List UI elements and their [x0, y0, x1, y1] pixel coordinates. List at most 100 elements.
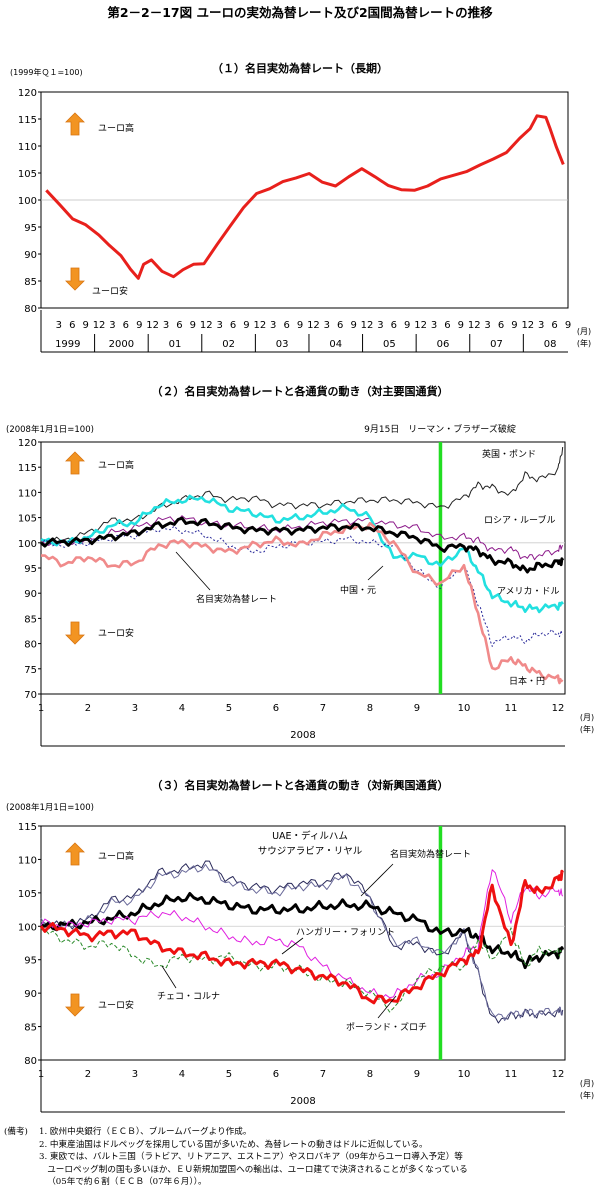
panel1-title: （１）名目実効為替レート（長期）: [212, 61, 388, 75]
panel2-down-label: ユーロ安: [98, 627, 134, 639]
panel3-y-tick-label: 90: [24, 989, 37, 1000]
panel3-x-tick-label: 6: [273, 1069, 279, 1080]
note-row: (備考) 1. 欧州中央銀行（ＥＣＢ）、ブルームバーグより作成。: [4, 1126, 596, 1139]
panel2-y-tick-label: 75: [24, 665, 37, 676]
panel3-up-arrow-shape: [65, 842, 85, 866]
note-text: （05年で約６割（ＥＣＢ（07年６月））。: [39, 1177, 207, 1187]
panel1-x-tick-label: 12: [468, 320, 481, 331]
panel2-y-tick-label: 95: [24, 564, 37, 575]
panel3-x-tick-label: 2: [85, 1069, 91, 1080]
panel3-series-label: UAE・ディルハム: [272, 830, 348, 842]
panel1-x-tick-label: 12: [521, 320, 534, 331]
panel3-x-tick-label: 12: [552, 1069, 565, 1080]
panel1-x-tick-label: 3: [109, 320, 115, 331]
panel1-unit-note: (1999年Ｑ１=100): [10, 67, 83, 77]
panel3-down-label: ユーロ安: [98, 999, 134, 1011]
panel1-y-tick-label: 105: [18, 169, 37, 180]
panel3-y-tick-label: 85: [24, 1023, 37, 1034]
panel1-y-tick-label: 115: [18, 115, 37, 126]
panel1-x-tick-label: 3: [56, 320, 62, 331]
panel2-x-tick-label: 7: [320, 703, 326, 714]
panel2-series-line: [40, 494, 564, 614]
panel2-series-line: [40, 446, 564, 545]
panel2-year-unit: (年): [580, 724, 594, 734]
panel3-y-tick-label: 105: [18, 889, 37, 900]
panel1-x-tick-label: 6: [176, 320, 182, 331]
panel3-label-leader: [161, 965, 177, 989]
panel1-x-tick-label: 3: [431, 320, 437, 331]
panel1-x-tick-label: 6: [230, 320, 236, 331]
panel3-x-tick-label: 5: [226, 1069, 232, 1080]
panel2-x-tick-label: 4: [179, 703, 185, 714]
panel3-x-tick-label: 9: [414, 1069, 420, 1080]
panel1-x-tick-label: 3: [324, 320, 330, 331]
notes: (備考) 1. 欧州中央銀行（ＥＣＢ）、ブルームバーグより作成。 2. 中東産油国…: [4, 1126, 596, 1189]
panel3-x-tick-label: 3: [132, 1069, 138, 1080]
panel3-unit-note: (2008年1月1日=100): [6, 802, 94, 813]
figure-title: 第2－2－17図 ユーロの実効為替レート及び2国間為替レートの推移: [107, 5, 493, 20]
panel1-down-arrow: [65, 267, 85, 291]
panel3-y-tick-label: 95: [24, 956, 37, 967]
note-row: 3. 東欧では、バルト三国（ラトビア、リトアニア、エストニア）やスロバキア（09…: [4, 1151, 596, 1164]
panel1-year-label: 03: [276, 339, 289, 350]
panel1-x-tick-label: 12: [93, 320, 106, 331]
panel2-y-tick-label: 100: [18, 539, 37, 550]
panel1-x-tick-label: 3: [270, 320, 276, 331]
panel3-y-tick-label: 80: [24, 1056, 37, 1067]
panel2-x-tick-label: 6: [273, 703, 279, 714]
panel2-down-arrow: [65, 621, 85, 645]
panel1-year-label: 04: [329, 339, 342, 350]
panel1-year-label: 07: [490, 339, 503, 350]
panel1-month-unit: (月): [577, 327, 591, 336]
panel1-x-tick-label: 6: [123, 320, 129, 331]
panel1-x-tick-label: 12: [361, 320, 374, 331]
note-row: ユーロペッグ制の国も多いほか、ＥＵ新規加盟国への輸出は、ユーロ建てで決済されるこ…: [4, 1164, 596, 1177]
panel1-x-tick-label: 9: [404, 320, 410, 331]
panel3-series-label: チェコ・コルナ: [157, 991, 220, 1002]
panel1-up-arrow-shape: [65, 112, 85, 136]
panel3-x-tick-label: 8: [367, 1069, 373, 1080]
panel2-series-label: 英国・ポンド: [482, 448, 536, 460]
panel1-series-line: [45, 114, 565, 280]
panel2-label-leader: [367, 565, 384, 581]
panel3-x-tick-label: 4: [179, 1069, 185, 1080]
panel3-month-unit: (月): [580, 1079, 594, 1088]
panel3-series-label: ハンガリー・フォリント: [296, 927, 395, 938]
panel1-x-tick-label: 9: [297, 320, 303, 331]
note-text: 3. 東欧では、バルト三国（ラトビア、リトアニア、エストニア）やスロバキア（09…: [39, 1152, 463, 1162]
panel1-x-tick-label: 9: [511, 320, 517, 331]
panel1-x-tick-label: 6: [283, 320, 289, 331]
panel3-y-tick-label: 100: [18, 922, 37, 933]
panel1-x-tick-label: 9: [243, 320, 249, 331]
panel3-plot-frame: [40, 825, 566, 1061]
panel1-x-tick-label: 3: [216, 320, 222, 331]
panel2-y-tick-label: 105: [18, 514, 37, 525]
panel3-up-arrow: [65, 842, 85, 866]
note-label: [4, 1139, 39, 1152]
panel2-series-label: 名目実効為替レート: [196, 593, 277, 605]
panel2-x-tick-label: 8: [367, 703, 373, 714]
panel2-y-tick-label: 120: [18, 438, 37, 449]
panel2-series-label: 中国・元: [340, 584, 376, 596]
panel1-year-label: 02: [222, 339, 235, 350]
panel1-y-tick-label: 110: [18, 142, 37, 153]
panel1-up-arrow: [65, 112, 85, 136]
panel2-event-label: 9月15日 リーマン・ブラザーズ破綻: [364, 423, 516, 435]
panel1-year-unit: (年): [577, 338, 591, 348]
panel1-x-tick-label: 12: [253, 320, 266, 331]
panel3-y-tick-label: 115: [18, 822, 37, 833]
panel3-series-label: 名目実効為替レート: [390, 848, 471, 860]
panel1-x-tick-label: 9: [565, 320, 571, 331]
panel1-x-tick-label: 3: [163, 320, 169, 331]
panel2-series-label: 日本・円: [509, 675, 545, 687]
panel2-series-label: ロシア・ルーブル: [484, 514, 555, 526]
panel3-title: （３）名目実効為替レートと各通貨の動き（対新興国通貨）: [152, 778, 449, 792]
panel1-year-label: 01: [169, 339, 182, 350]
panel3-year-unit: (年): [580, 1090, 594, 1100]
panel1-y-tick-label: 90: [24, 250, 37, 261]
panel1-x-tick-label: 12: [146, 320, 159, 331]
panel1-x-tick-label: 3: [538, 320, 544, 331]
panel3-series-line: [40, 864, 563, 1021]
panel2-x-tick-label: 11: [505, 703, 518, 714]
